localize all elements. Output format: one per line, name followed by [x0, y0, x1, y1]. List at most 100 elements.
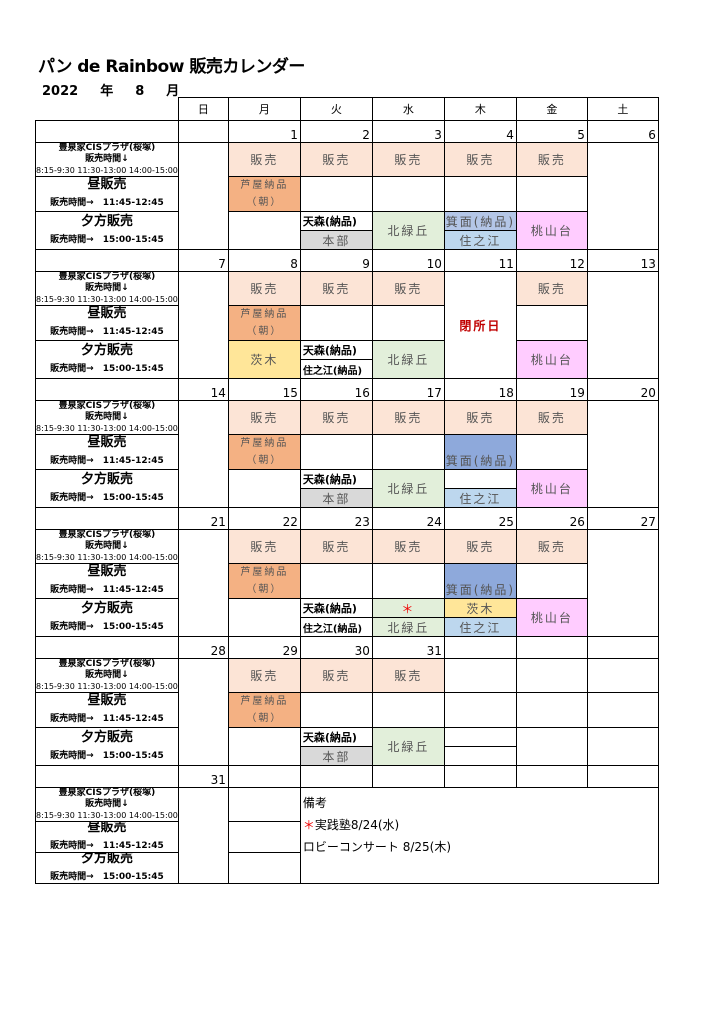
label-cis-plaza: 豊泉家CISプラザ(桜塚) 販売時間↓ 8:15-9:30 11:30-13:00 … — [35, 142, 179, 177]
schedule-text: 桃山台 — [530, 224, 573, 238]
schedule-text: 本部 — [322, 491, 351, 506]
empty-cell — [227, 211, 301, 250]
date-row: 21 22 23 24 25 26 27 — [35, 507, 659, 530]
schedule-subrow: 住之江(納品) — [36, 359, 659, 379]
date-cell: 26 — [515, 507, 588, 530]
schedule-cell-sumi: 住之江 — [443, 617, 517, 637]
schedule-text: 販売 — [537, 153, 566, 167]
schedule-text: 桃山台 — [530, 482, 573, 496]
empty-cell — [371, 692, 445, 728]
label-evening-time: 販売時間→ 15:00-15:45 — [50, 492, 164, 503]
schedule-cell-ashiya: 芦屋納品 （朝） — [227, 563, 301, 599]
empty-cell — [443, 692, 517, 728]
schedule-subrow: 夕方販売 販売時間→ 15:00-15:45 天森(納品) 北緑丘 箕面(納品) 桃山台 — [35, 211, 659, 250]
date-row: 28 29 30 31 — [35, 636, 659, 659]
date-cell: 3 — [371, 120, 445, 143]
schedule-text: 販売 — [394, 411, 423, 425]
schedule-text: 本部 — [322, 233, 351, 248]
schedule-text: 天森(納品) — [302, 215, 357, 228]
schedule-text: 販売 — [322, 669, 351, 683]
label-lunch: 昼販売 販売時間→ 11:45-12:45 — [35, 563, 179, 599]
schedule-cell-sale: 販売 — [371, 529, 445, 564]
schedule-cell-sale: 販売 — [227, 142, 301, 177]
label-evening-title: 夕方販売 — [80, 729, 133, 745]
label-evening: 夕方販売 販売時間→ 15:00-15:45 — [35, 469, 179, 508]
schedule-cell-sale: 販売 — [515, 142, 588, 177]
schedule-text: 販売 — [250, 153, 279, 167]
date-cell: 28 — [177, 636, 229, 659]
weekday-header: 木 — [443, 97, 517, 121]
label-lunch-title: 昼販売 — [87, 306, 127, 321]
empty-cell — [371, 305, 445, 341]
date-cell — [443, 636, 517, 659]
schedule-cell-sale: 販売 — [299, 142, 373, 177]
date-cell: 18 — [443, 378, 517, 401]
date-cell: 17 — [371, 378, 445, 401]
empty-cell — [227, 852, 301, 884]
label-lunch: 昼販売 販売時間→ 11:45-12:45 — [35, 821, 179, 853]
schedule-cell-sumi: 住之江 — [443, 230, 517, 250]
year-month: 2022 年 8 月 — [42, 80, 201, 99]
date-cell — [586, 765, 659, 788]
schedule-text: 販売 — [250, 411, 279, 425]
schedule-text: 販売 — [250, 540, 279, 554]
schedule-cell-ashiya: 芦屋納品 （朝） — [227, 692, 301, 728]
schedule-text: 天森(納品) — [302, 473, 357, 486]
schedule-cell-ibaraki: 茨木 — [443, 598, 517, 618]
schedule-text: 閉所日 — [459, 318, 502, 333]
label-evening: 夕方販売 販売時間→ 15:00-15:45 — [35, 852, 179, 884]
schedule-text: 販売 — [322, 540, 351, 554]
empty-cell — [177, 529, 229, 637]
schedule-cell-minoh: 箕面(納品) — [443, 563, 517, 599]
empty-cell — [443, 176, 517, 212]
year-unit: 年 — [100, 84, 114, 99]
label-cis-sub: 販売時間↓ — [85, 283, 129, 293]
date-cell: 1 — [227, 120, 301, 143]
schedule-cell-sale: 販売 — [371, 271, 445, 306]
schedule-text: 販売 — [537, 411, 566, 425]
schedule-cell-sale: 販売 — [371, 142, 445, 177]
label-evening-title: 夕方販売 — [80, 213, 133, 229]
notes-heading: 備考 — [302, 796, 327, 810]
label-lunch-time: 販売時間→ 11:45-12:45 — [50, 456, 164, 466]
date-row-label — [35, 378, 179, 401]
label-cis-plaza: 豊泉家CISプラザ(桜塚) 販売時間↓ 8:15-9:30 11:30-13:00 … — [35, 529, 179, 564]
empty-cell — [586, 142, 659, 250]
schedule-cell-sale: 販売 — [299, 400, 373, 435]
label-cis-title: 豊泉家CISプラザ(桜塚) — [58, 272, 156, 283]
schedule-text: 販売 — [466, 153, 495, 167]
schedule-cell-bold: 住之江(納品) — [299, 617, 373, 637]
schedule-cell-sale: 販売 — [443, 529, 517, 564]
schedule-text: 販売 — [250, 669, 279, 683]
label-evening-time: 販売時間→ 15:00-15:45 — [50, 234, 164, 245]
schedule-cell-bold: 天森(納品) — [299, 211, 373, 231]
empty-cell — [586, 529, 659, 637]
label-cis-sub: 販売時間↓ — [85, 670, 129, 680]
date-cell — [177, 120, 229, 143]
schedule-cell-sale: 販売 — [299, 658, 373, 693]
label-lunch-time: 販売時間→ 11:45-12:45 — [50, 198, 164, 208]
date-row-label — [35, 765, 179, 788]
date-cell — [586, 636, 659, 659]
schedule-text: 販売 — [322, 282, 351, 296]
label-cis-title: 豊泉家CISプラザ(桜塚) — [58, 788, 156, 799]
schedule-text: 販売 — [394, 669, 423, 683]
empty-cell — [299, 434, 373, 470]
weekday-header-row: 日月火水木金土 — [36, 97, 659, 121]
schedule-text: 箕面(納品) — [445, 583, 516, 597]
schedule-text: 販売 — [322, 411, 351, 425]
schedule-text: 北緑丘 — [387, 482, 430, 496]
schedule-text: 販売 — [394, 153, 423, 167]
schedule-text: 北緑丘 — [387, 620, 430, 635]
label-lunch: 昼販売 販売時間→ 11:45-12:45 — [35, 305, 179, 341]
schedule-subrow: 本部 — [36, 746, 659, 766]
label-evening: 夕方販売 販売時間→ 15:00-15:45 — [35, 340, 179, 379]
schedule-text: 芦屋納品 （朝） — [240, 180, 289, 208]
empty-cell — [515, 434, 588, 470]
label-evening-title: 夕方販売 — [80, 852, 133, 866]
label-evening-time: 販売時間→ 15:00-15:45 — [50, 363, 164, 374]
schedule-cell-sale: 販売 — [371, 658, 445, 693]
date-cell: 21 — [177, 507, 229, 530]
empty-cell — [443, 469, 517, 489]
weekday-header: 水 — [371, 97, 445, 121]
